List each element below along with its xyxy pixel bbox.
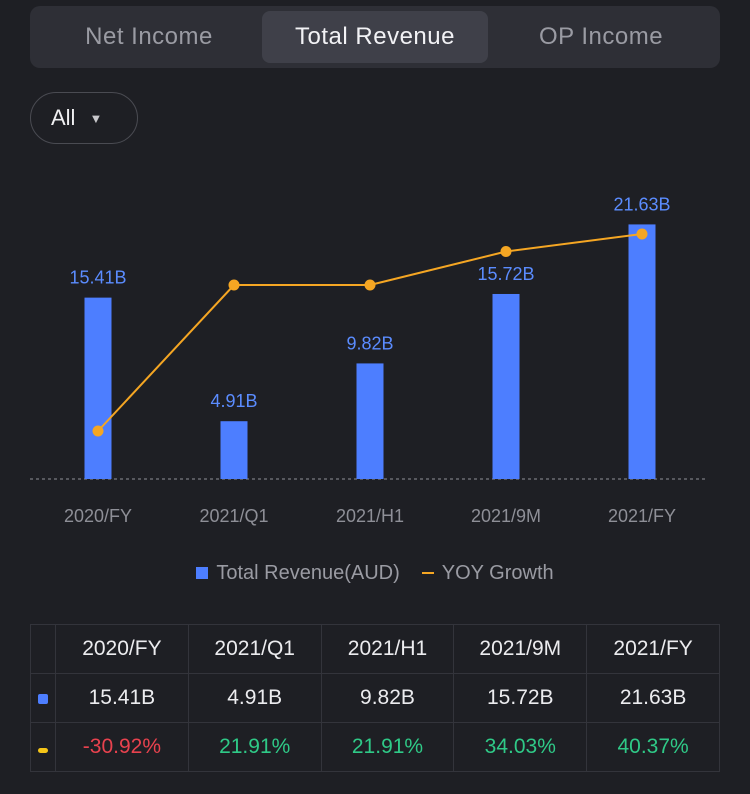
growth-row-marker (30, 722, 56, 772)
table-header-cell: 2020/FY (55, 624, 189, 674)
metric-tabs: Net Income Total Revenue OP Income (30, 6, 720, 68)
table-row-growth: -30.92% 21.91% 21.91% 34.03% 40.37% (30, 722, 720, 772)
legend-label-growth: YOY Growth (441, 561, 554, 584)
table-cell: 34.03% (453, 722, 588, 772)
table-cell: 4.91B (187, 673, 322, 723)
bar-data-label: 9.82B (346, 333, 393, 353)
tab-op-income[interactable]: OP Income (538, 23, 664, 50)
bar-data-label: 15.72B (477, 264, 534, 284)
bar-swatch-icon (196, 567, 209, 579)
revenue-chart: 15.41B 2020/FY 4.91B 2021/Q1 9.82B 2021/H1 15.… (30, 194, 708, 526)
bar-swatch-icon (38, 694, 48, 704)
revenue-bar (492, 293, 520, 479)
table-cell: 40.37% (586, 722, 720, 772)
table-header-cell: 2021/Q1 (187, 624, 322, 674)
tab-total-revenue[interactable]: Total Revenue (262, 11, 488, 63)
revenue-bar (628, 224, 656, 479)
growth-point (92, 425, 104, 437)
table-cell: 15.41B (55, 673, 189, 723)
tab-net-income[interactable]: Net Income (85, 23, 213, 50)
revenue-row-marker (30, 673, 56, 723)
table-header-cell: 2021/H1 (320, 624, 455, 674)
chart-legend: Total Revenue(AUD) YOY Growth (0, 558, 750, 588)
legend-item-growth[interactable]: YOY Growth (421, 561, 554, 585)
legend-label-revenue: Total Revenue(AUD) (216, 561, 400, 584)
table-cell: -30.92% (55, 722, 189, 772)
growth-point (228, 279, 240, 291)
growth-point (636, 228, 648, 240)
table-cell: 21.91% (320, 722, 455, 772)
table-cell: 15.72B (453, 673, 588, 723)
line-swatch-icon (421, 572, 434, 574)
growth-point (364, 279, 376, 291)
x-tick-label: 2021/H1 (336, 506, 404, 526)
bar-data-label: 4.91B (210, 391, 257, 411)
table-header-cell: 2021/FY (586, 624, 720, 674)
legend-item-revenue[interactable]: Total Revenue(AUD) (196, 561, 400, 585)
caret-down-icon: ▼ (89, 110, 103, 126)
bar-data-label: 21.63B (613, 194, 670, 214)
growth-point (500, 246, 512, 258)
revenue-bar (84, 297, 112, 479)
table-corner-cell (30, 624, 56, 674)
period-filter-dropdown[interactable]: All ▼ (30, 92, 138, 144)
table-header-cell: 2021/9M (453, 624, 588, 674)
period-filter-label: All (51, 105, 76, 130)
table-row-revenue: 15.41B 4.91B 9.82B 15.72B 21.63B (30, 673, 720, 723)
table-cell: 9.82B (320, 673, 455, 723)
table-cell: 21.91% (187, 722, 322, 772)
line-swatch-icon (38, 748, 48, 753)
revenue-bar (220, 421, 248, 479)
x-tick-label: 2020/FY (64, 506, 132, 526)
revenue-bar (356, 363, 384, 479)
table-cell: 21.63B (586, 673, 720, 723)
x-tick-label: 2021/FY (608, 506, 676, 526)
data-table: 2020/FY 2021/Q1 2021/H1 2021/9M 2021/FY … (30, 624, 720, 772)
x-tick-label: 2021/9M (471, 506, 541, 526)
bar-data-label: 15.41B (69, 268, 126, 288)
table-header-row: 2020/FY 2021/Q1 2021/H1 2021/9M 2021/FY (30, 624, 720, 674)
x-tick-label: 2021/Q1 (199, 506, 268, 526)
